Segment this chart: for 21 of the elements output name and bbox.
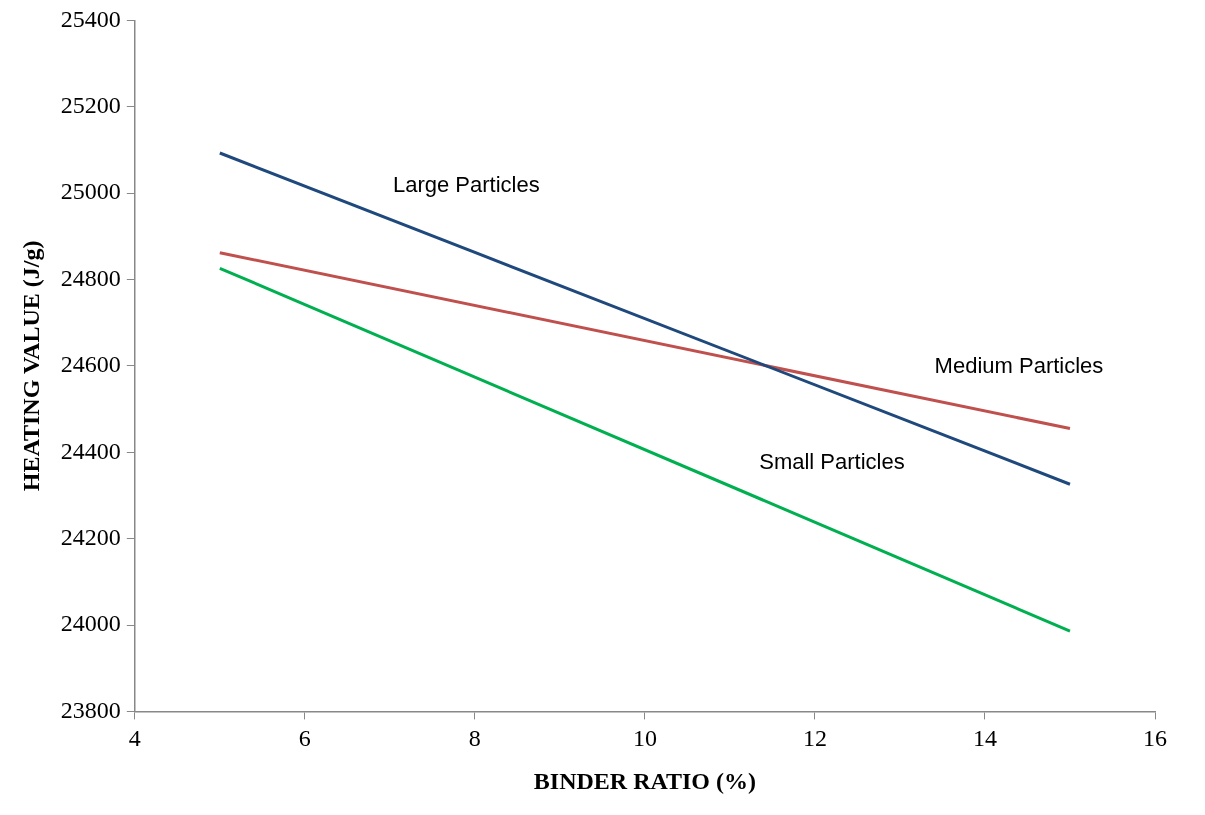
series-label: Large Particles xyxy=(392,172,540,198)
x-tick-label: 10 xyxy=(632,725,657,752)
y-tick-label: 24600 xyxy=(60,351,121,378)
x-tick-label: 14 xyxy=(972,725,997,752)
y-tick-label: 25000 xyxy=(60,178,121,205)
y-tick-label: 24400 xyxy=(60,437,121,464)
series-label: Medium Particles xyxy=(934,353,1104,379)
series-label: Small Particles xyxy=(759,448,905,474)
y-tick-label: 23800 xyxy=(60,696,121,723)
y-tick-label: 25200 xyxy=(60,92,121,119)
x-tick-label: 8 xyxy=(468,725,481,752)
y-axis-title: HEATING VALUE (J/g) xyxy=(17,240,44,492)
x-tick-label: 4 xyxy=(128,725,141,752)
x-tick-label: 6 xyxy=(298,725,311,752)
x-tick-label: 16 xyxy=(1143,725,1167,752)
y-tick-label: 24000 xyxy=(60,610,121,637)
y-tick-label: 25400 xyxy=(60,5,121,32)
x-tick-label: 12 xyxy=(802,725,827,752)
x-axis-title: BINDER RATIO (%) xyxy=(533,767,757,794)
y-tick-label: 24800 xyxy=(60,264,121,291)
y-tick-label: 24200 xyxy=(60,523,121,550)
